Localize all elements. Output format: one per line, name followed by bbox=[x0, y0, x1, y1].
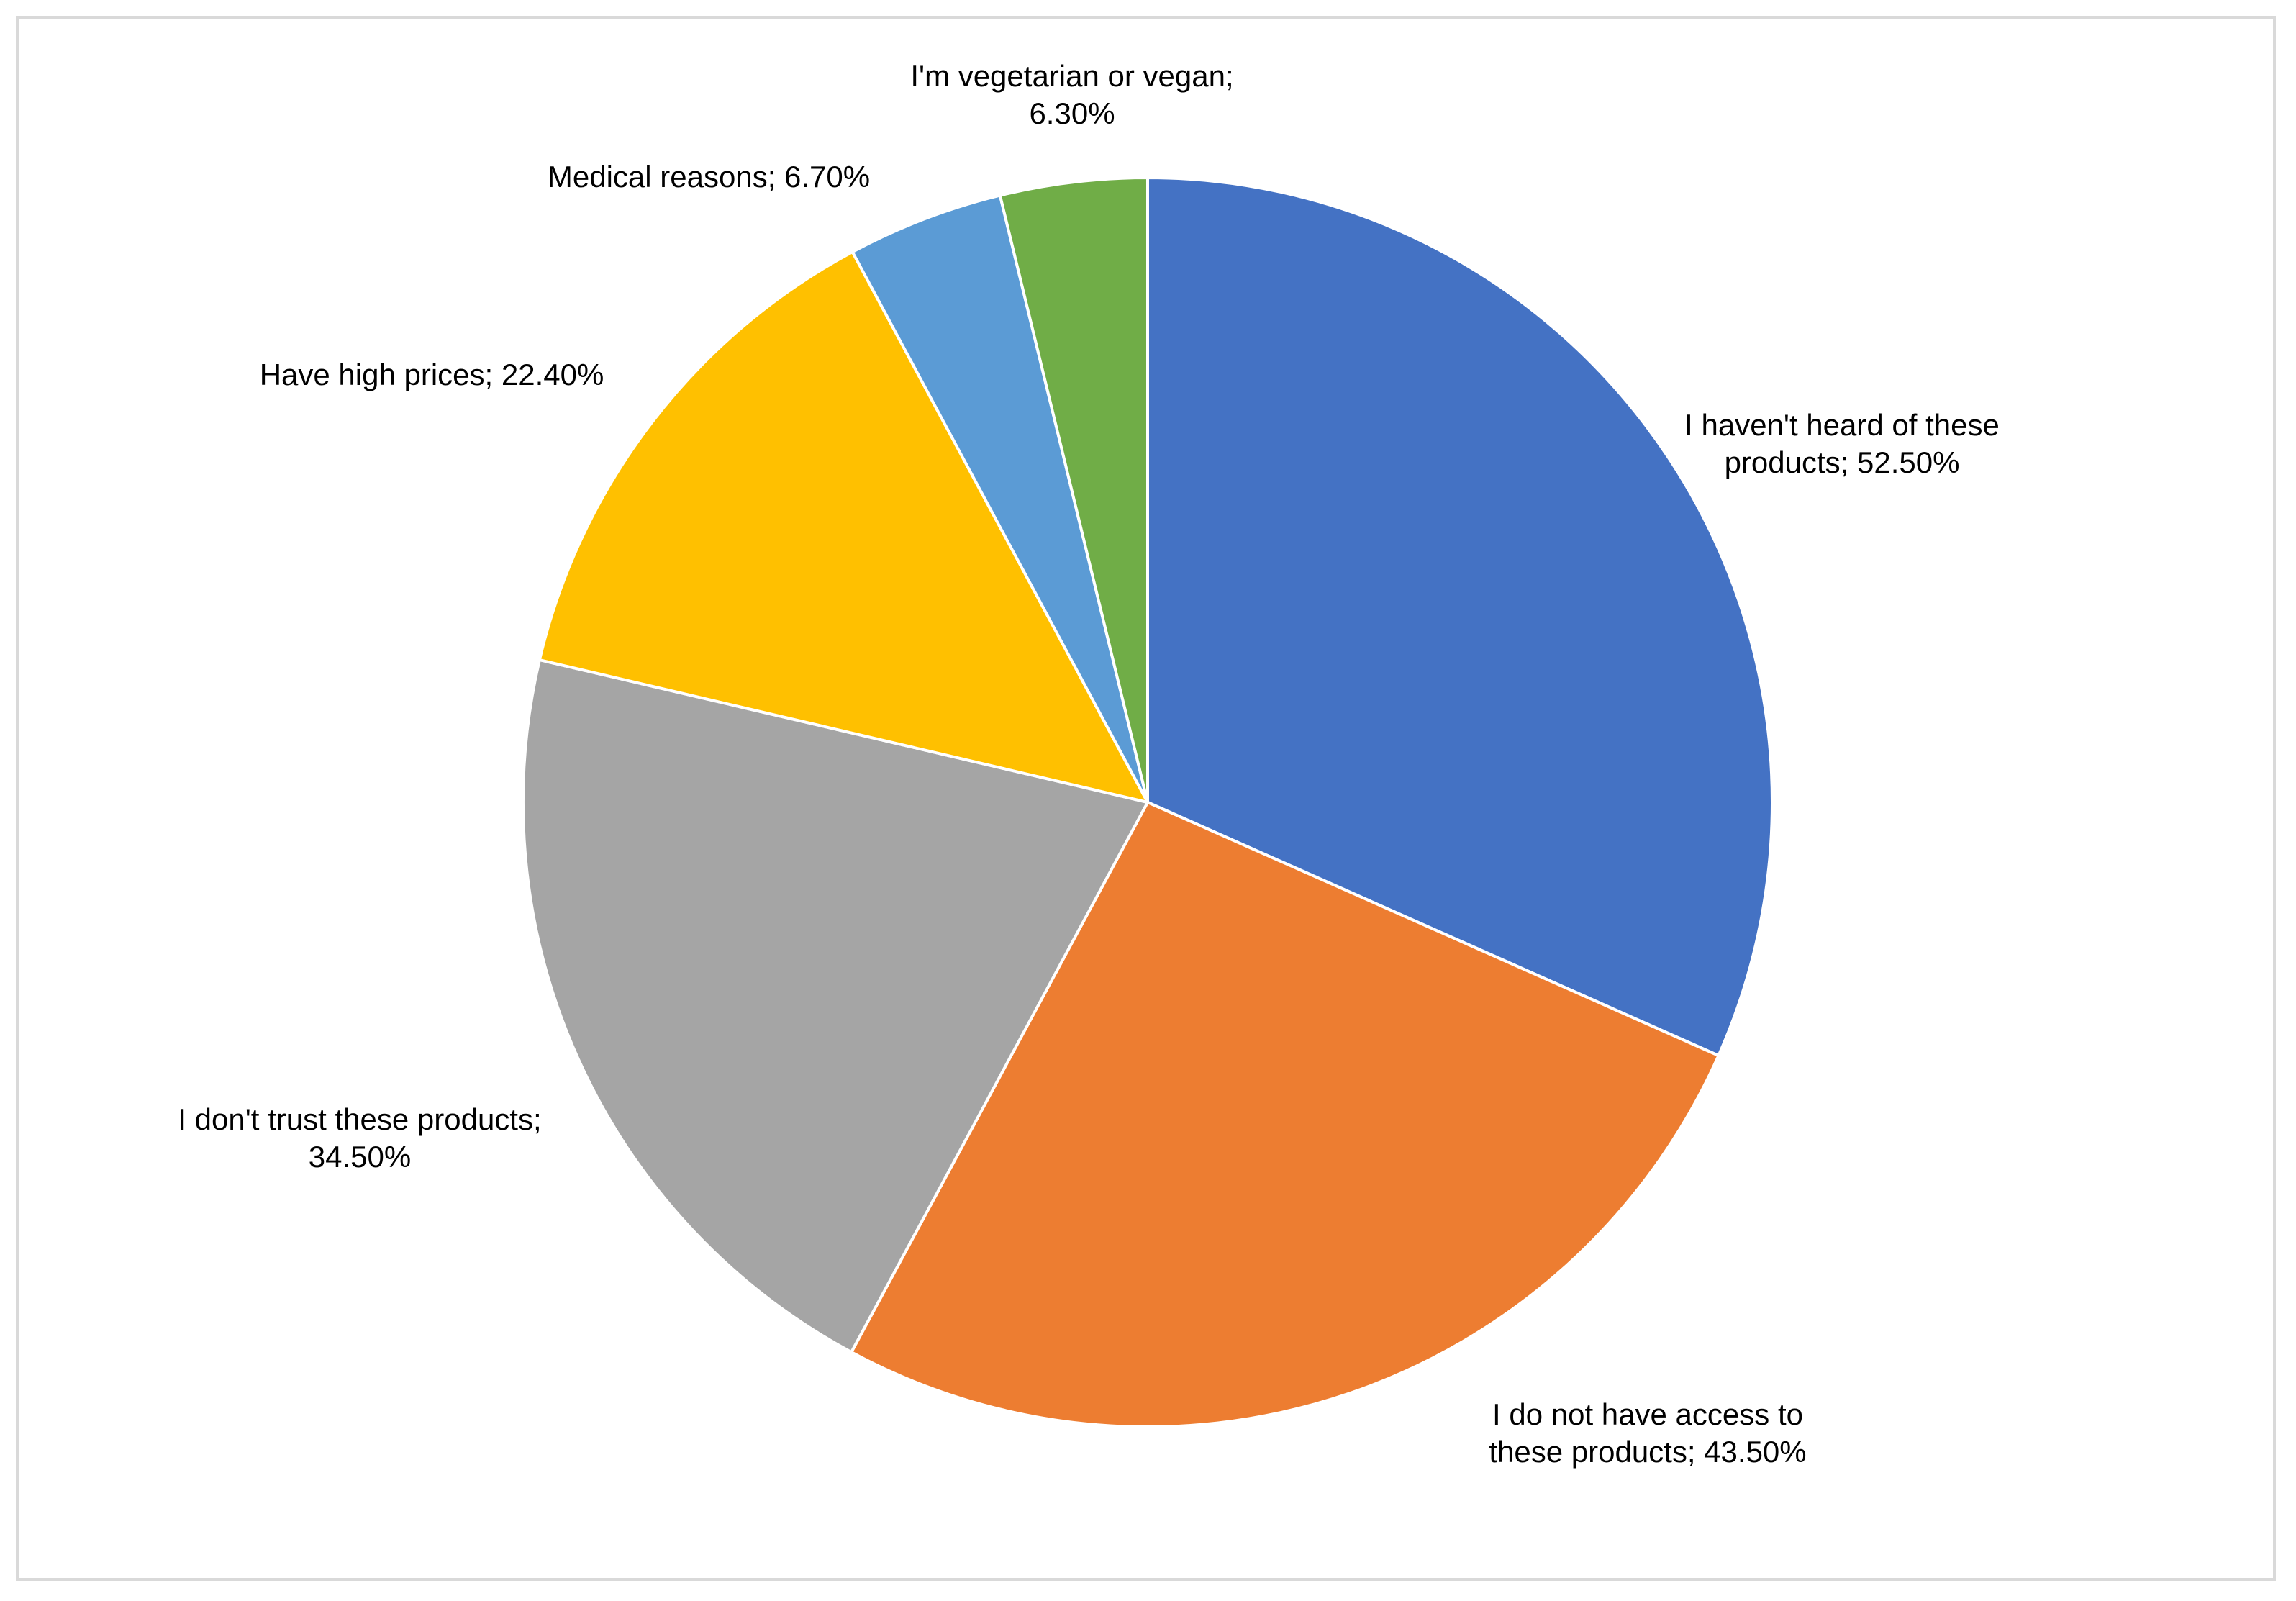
data-label-line: 34.50% bbox=[309, 1140, 411, 1174]
data-label-1: I haven't heard of these products; 52.50% bbox=[1684, 408, 2000, 479]
pie-slice-6 bbox=[998, 176, 1149, 804]
pie-slice-4 bbox=[537, 250, 1149, 804]
data-label-3: I don't trust these products; 34.50% bbox=[178, 1102, 541, 1174]
pie-slice-2 bbox=[850, 801, 1720, 1428]
data-label-5: Medical reasons; 6.70% bbox=[548, 160, 870, 194]
data-label-4: Have high prices; 22.40% bbox=[260, 358, 604, 391]
data-label-line: I don't trust these products; bbox=[178, 1102, 541, 1136]
pie-slice-5 bbox=[850, 194, 1149, 804]
data-label-2: I do not have access to these products; 4… bbox=[1489, 1397, 1806, 1469]
data-label-line: I haven't heard of these bbox=[1684, 408, 2000, 442]
pie-slice-3 bbox=[522, 658, 1149, 1354]
data-label-line: I do not have access to bbox=[1492, 1397, 1803, 1431]
data-label-line: Medical reasons; 6.70% bbox=[548, 160, 870, 194]
data-label-line: Have high prices; 22.40% bbox=[260, 358, 604, 391]
data-label-line: 6.30% bbox=[1029, 96, 1115, 130]
data-label-6: I'm vegetarian or vegan; 6.30% bbox=[910, 59, 1233, 130]
pie-slice-1 bbox=[1146, 176, 1774, 1057]
data-label-line: I'm vegetarian or vegan; bbox=[910, 59, 1233, 93]
data-label-line: these products; 43.50% bbox=[1489, 1435, 1806, 1469]
data-label-line: products; 52.50% bbox=[1725, 445, 1960, 479]
